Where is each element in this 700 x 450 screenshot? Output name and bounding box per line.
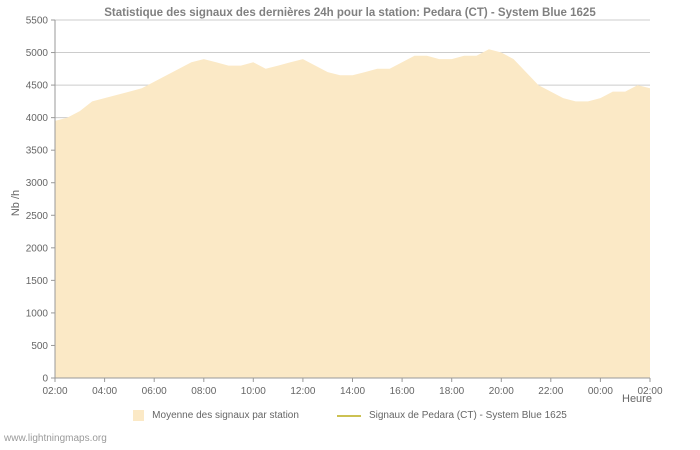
svg-text:02:00: 02:00 [42,386,67,397]
watermark: www.lightningmaps.org [4,433,107,444]
svg-text:3500: 3500 [26,146,49,157]
svg-text:2000: 2000 [26,243,49,254]
legend-area-swatch [133,410,145,421]
legend-line-swatch [336,414,361,417]
svg-text:16:00: 16:00 [390,386,415,397]
legend-label-average: Moyenne des signaux par station [152,410,299,421]
svg-text:06:00: 06:00 [142,386,167,397]
svg-text:22:00: 22:00 [538,386,563,397]
chart-title: Statistique des signaux des dernières 24… [104,7,596,19]
svg-text:08:00: 08:00 [191,386,216,397]
svg-text:14:00: 14:00 [340,386,365,397]
svg-text:5500: 5500 [26,16,49,27]
svg-text:10:00: 10:00 [241,386,266,397]
svg-text:18:00: 18:00 [439,386,464,397]
svg-text:1500: 1500 [26,276,49,287]
svg-text:2500: 2500 [26,211,49,222]
svg-text:0: 0 [42,374,48,385]
svg-text:00:00: 00:00 [588,386,613,397]
svg-text:500: 500 [31,341,48,352]
svg-text:3000: 3000 [26,178,49,189]
svg-text:5000: 5000 [26,48,49,59]
y-axis-label: Nb /h [10,189,22,217]
svg-text:4000: 4000 [26,113,49,124]
legend: Moyenne des signaux par station Signaux … [0,410,700,421]
svg-text:12:00: 12:00 [290,386,315,397]
svg-text:20:00: 20:00 [489,386,514,397]
svg-text:4500: 4500 [26,81,49,92]
svg-text:02:00: 02:00 [637,386,662,397]
x-axis-label: Heure [622,393,652,405]
legend-label-station: Signaux de Pedara (CT) - System Blue 162… [368,410,567,421]
svg-text:1000: 1000 [26,308,49,319]
svg-text:04:00: 04:00 [92,386,117,397]
